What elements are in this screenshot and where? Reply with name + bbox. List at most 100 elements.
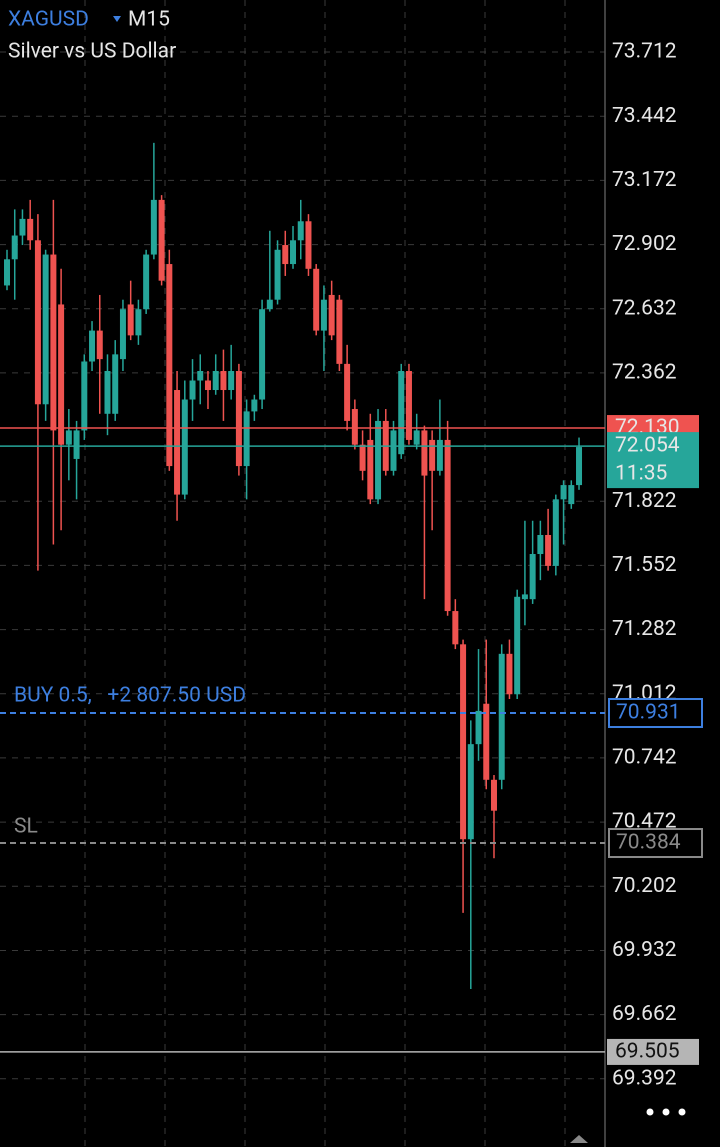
candle-body bbox=[34, 240, 41, 405]
stop-loss-label: SL bbox=[14, 815, 38, 839]
candle-body bbox=[413, 430, 420, 445]
y-tick-label: 73.712 bbox=[612, 40, 677, 64]
y-tick-label: 71.282 bbox=[612, 617, 677, 641]
y-tick-label: 69.392 bbox=[612, 1066, 677, 1090]
plot bbox=[0, 51, 605, 1080]
bid-label: 72.054 bbox=[615, 434, 680, 458]
symbol-dropdown[interactable] bbox=[113, 16, 121, 22]
candle-body bbox=[359, 444, 366, 471]
price-line-box bbox=[607, 1038, 699, 1065]
bid-label-box bbox=[607, 432, 699, 489]
candle-body bbox=[143, 254, 150, 310]
candle-body bbox=[390, 430, 397, 471]
candle-body bbox=[112, 354, 119, 414]
stop-loss-price: 70.384 bbox=[616, 831, 681, 855]
y-tick-label: 72.902 bbox=[612, 232, 677, 256]
candle-body bbox=[266, 299, 273, 310]
candle-body bbox=[506, 653, 513, 695]
candle-body bbox=[181, 399, 188, 495]
timeframe[interactable]: M15 bbox=[128, 8, 170, 32]
candle-body bbox=[297, 221, 304, 241]
candle-body bbox=[490, 779, 497, 811]
candle-body bbox=[560, 485, 567, 500]
candle-body bbox=[228, 371, 235, 391]
candle-body bbox=[243, 411, 250, 467]
y-tick-label: 72.362 bbox=[612, 360, 677, 384]
candle-body bbox=[367, 439, 374, 500]
candle-body bbox=[537, 534, 544, 555]
more-menu[interactable] bbox=[646, 1108, 686, 1116]
subtitle: Silver vs US Dollar bbox=[8, 40, 176, 64]
candle-body bbox=[305, 221, 312, 269]
candle-body bbox=[73, 430, 80, 459]
candle-body bbox=[197, 371, 204, 381]
y-tick-label: 72.632 bbox=[612, 296, 677, 320]
candle-body bbox=[135, 309, 142, 336]
candle-body bbox=[174, 390, 181, 495]
candle-body bbox=[119, 309, 126, 360]
candle-body bbox=[552, 499, 559, 566]
candle-body bbox=[545, 534, 552, 566]
candle-body bbox=[11, 235, 18, 260]
candle-body bbox=[452, 611, 459, 645]
candle-body bbox=[336, 299, 343, 364]
y-tick-label: 71.552 bbox=[612, 553, 677, 577]
candle-body bbox=[475, 710, 482, 745]
y-tick-label: 71.822 bbox=[612, 489, 677, 513]
bar-countdown: 11:35 bbox=[615, 462, 667, 486]
position-label: BUY 0.5, +2 807.50 USD bbox=[14, 684, 246, 708]
candle-body bbox=[81, 361, 88, 431]
candle-body bbox=[65, 430, 72, 445]
candle-body bbox=[58, 304, 65, 445]
candle-body bbox=[259, 309, 266, 400]
candle-body bbox=[19, 218, 26, 236]
candle-body bbox=[158, 199, 165, 281]
candle-body bbox=[313, 268, 320, 331]
candle-body bbox=[521, 594, 528, 600]
candle-body bbox=[166, 264, 173, 467]
scroll-handle[interactable] bbox=[570, 1135, 588, 1143]
candle-body bbox=[204, 380, 211, 391]
dot bbox=[662, 1108, 670, 1116]
candle-body bbox=[498, 653, 505, 780]
candle-body bbox=[429, 439, 436, 471]
position-price-box bbox=[608, 698, 703, 729]
candle-body bbox=[89, 330, 96, 362]
candle-body bbox=[320, 299, 327, 331]
y-tick-label: 70.742 bbox=[612, 745, 677, 769]
candle-body bbox=[274, 249, 281, 300]
dot bbox=[646, 1108, 654, 1116]
candle-body bbox=[436, 439, 443, 471]
candle-body bbox=[282, 245, 289, 265]
symbol[interactable]: XAGUSD bbox=[8, 8, 89, 32]
candle-body bbox=[444, 439, 451, 612]
dot bbox=[678, 1108, 686, 1116]
candle-body bbox=[96, 330, 103, 360]
candle-body bbox=[150, 199, 157, 255]
y-tick-label: 70.202 bbox=[612, 874, 677, 898]
candle-body bbox=[529, 554, 536, 600]
candle-body bbox=[50, 254, 57, 431]
candle-body bbox=[235, 371, 242, 467]
candle-body bbox=[344, 363, 351, 421]
candle-body bbox=[375, 420, 382, 500]
candle-body bbox=[220, 371, 227, 391]
candle-body bbox=[251, 399, 258, 412]
candle-body bbox=[514, 596, 521, 695]
y-tick-label: 73.172 bbox=[612, 168, 677, 192]
y-tick-label: 69.662 bbox=[612, 1002, 677, 1026]
stop-loss-price-box bbox=[608, 828, 703, 859]
candle-body bbox=[483, 703, 490, 780]
candle-body bbox=[189, 380, 196, 400]
y-tick-label: 73.442 bbox=[612, 104, 677, 128]
candle-body bbox=[568, 485, 575, 505]
candle-body bbox=[576, 447, 583, 486]
candle-body bbox=[460, 644, 467, 840]
candle-body bbox=[351, 409, 358, 445]
candle-body bbox=[421, 430, 428, 476]
candle-body bbox=[127, 304, 134, 336]
candle-body bbox=[212, 371, 219, 391]
candle-body bbox=[42, 254, 49, 405]
